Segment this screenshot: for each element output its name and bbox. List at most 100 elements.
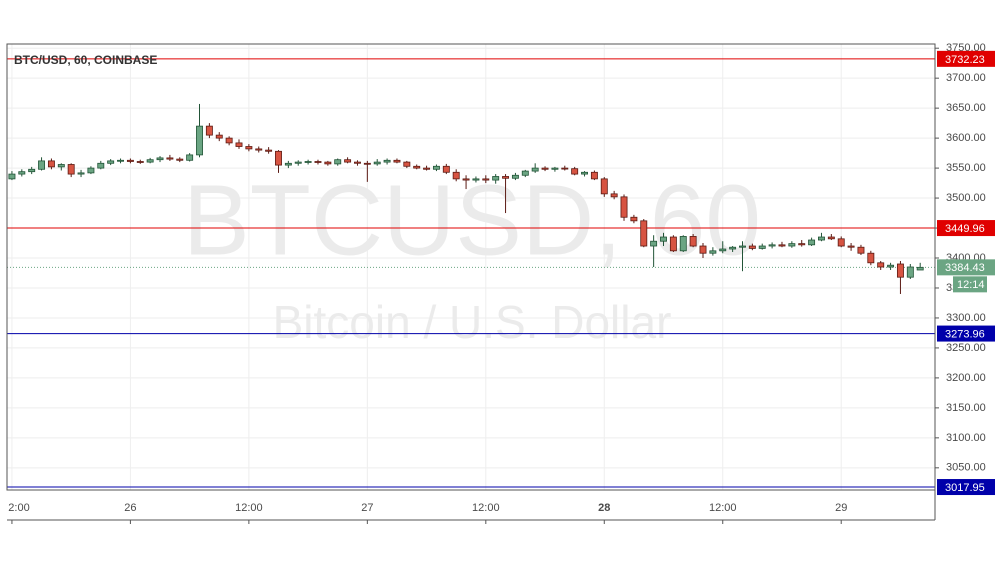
candle-body <box>363 162 371 165</box>
candle-body <box>97 162 105 169</box>
candle-body <box>768 244 776 247</box>
candle-body <box>156 157 164 161</box>
candle-body <box>77 172 85 175</box>
candle-body <box>679 236 687 252</box>
candle-body <box>610 193 618 198</box>
last-price-badge <box>937 259 995 276</box>
candle-body <box>660 236 667 242</box>
candle-body <box>28 168 36 173</box>
candle-body <box>354 161 361 164</box>
x-tick-label: 29 <box>835 502 847 514</box>
price-badge <box>937 220 995 237</box>
candle-body <box>186 154 194 161</box>
candle-body <box>788 243 796 247</box>
price-badge <box>937 50 995 67</box>
candle-body <box>867 252 875 264</box>
candle-body <box>393 159 401 163</box>
candle-body <box>432 165 440 170</box>
y-tick-label: 3550.00 <box>946 162 986 174</box>
candle-body <box>47 160 55 168</box>
candle-body <box>877 262 885 268</box>
candle-body <box>571 168 579 175</box>
x-tick-label: 12:00 <box>472 502 500 514</box>
price-badge <box>937 325 995 342</box>
candle-body <box>442 165 450 173</box>
candle-body <box>314 161 322 163</box>
candle-body <box>482 178 490 181</box>
candle-body <box>334 159 342 165</box>
price-badge-label: 3017.95 <box>945 482 985 494</box>
candle-body <box>620 196 628 218</box>
candle-body <box>373 161 381 165</box>
price-badge-label: 3449.96 <box>945 223 985 235</box>
candle-body <box>600 178 608 195</box>
candle-body <box>294 161 302 164</box>
y-tick-label: 3700.00 <box>946 72 986 84</box>
candle-body <box>669 236 677 252</box>
candle-body <box>916 266 924 271</box>
x-tick-label: 26 <box>124 502 136 514</box>
countdown-label: 12:14 <box>957 279 985 291</box>
candle-body <box>255 148 263 151</box>
y-tick-label: 3150.00 <box>946 402 986 414</box>
candle-body <box>265 149 273 152</box>
candle-body <box>235 142 243 147</box>
price-badge-label: 3732.23 <box>945 54 985 66</box>
candle-body <box>778 244 786 247</box>
price-badges: 3732.23 3449.96 3273.96 3017.95 3384.43 12:14 <box>937 50 995 496</box>
candle-body <box>729 246 737 250</box>
candle-body <box>284 162 292 166</box>
candle-body <box>719 248 727 252</box>
watermark-subtitle: Bitcoin / U.S. Dollar <box>273 296 672 348</box>
candles <box>8 103 924 294</box>
y-tick-label: 3300.00 <box>946 312 986 324</box>
candle-body <box>166 157 174 160</box>
y-tick-label: 3200.00 <box>946 372 986 384</box>
candle-body <box>462 178 470 181</box>
candle-body <box>630 216 638 222</box>
candle-body <box>403 161 411 167</box>
candle-body <box>87 167 95 174</box>
candle-body <box>590 171 598 180</box>
candle-body <box>502 176 510 179</box>
candle-body <box>739 245 746 248</box>
candle-body <box>521 170 529 176</box>
candle-body <box>383 159 391 163</box>
candle-body <box>304 161 312 163</box>
candle-body <box>827 236 835 240</box>
y-tick-label: 3600.00 <box>946 132 986 144</box>
candle-body <box>709 250 717 254</box>
candle-body <box>847 245 855 248</box>
candle-body <box>511 174 519 179</box>
x-tick-label: 12:00 <box>709 502 737 514</box>
x-tick-label: 28 <box>598 502 610 514</box>
y-tick-label: 3100.00 <box>946 432 986 444</box>
candle-body <box>581 171 588 175</box>
y-tick-label: 3050.00 <box>946 462 986 474</box>
candle-body <box>689 236 697 247</box>
x-tick-label: 2:00 <box>8 502 29 514</box>
candle-body <box>275 150 282 166</box>
candle-body <box>541 167 549 170</box>
candle-body <box>225 137 233 144</box>
candle-body <box>176 158 184 161</box>
candle-body <box>699 245 707 254</box>
candle-body <box>837 238 845 247</box>
candle-body <box>136 161 144 163</box>
last-price-label: 3384.43 <box>945 262 985 274</box>
candle-body <box>205 125 213 136</box>
candle-body <box>196 125 203 156</box>
candle-body <box>413 165 421 169</box>
candle-body <box>531 167 539 172</box>
y-tick-label: 3500.00 <box>946 192 986 204</box>
candle-body <box>896 263 904 278</box>
candle-body <box>8 173 16 180</box>
watermark-title: BTCUSD, 60 <box>183 164 761 276</box>
candle-body <box>818 236 825 241</box>
candle-body <box>748 245 756 249</box>
candle-body <box>215 134 223 139</box>
x-tick-label: 12:00 <box>235 502 263 514</box>
